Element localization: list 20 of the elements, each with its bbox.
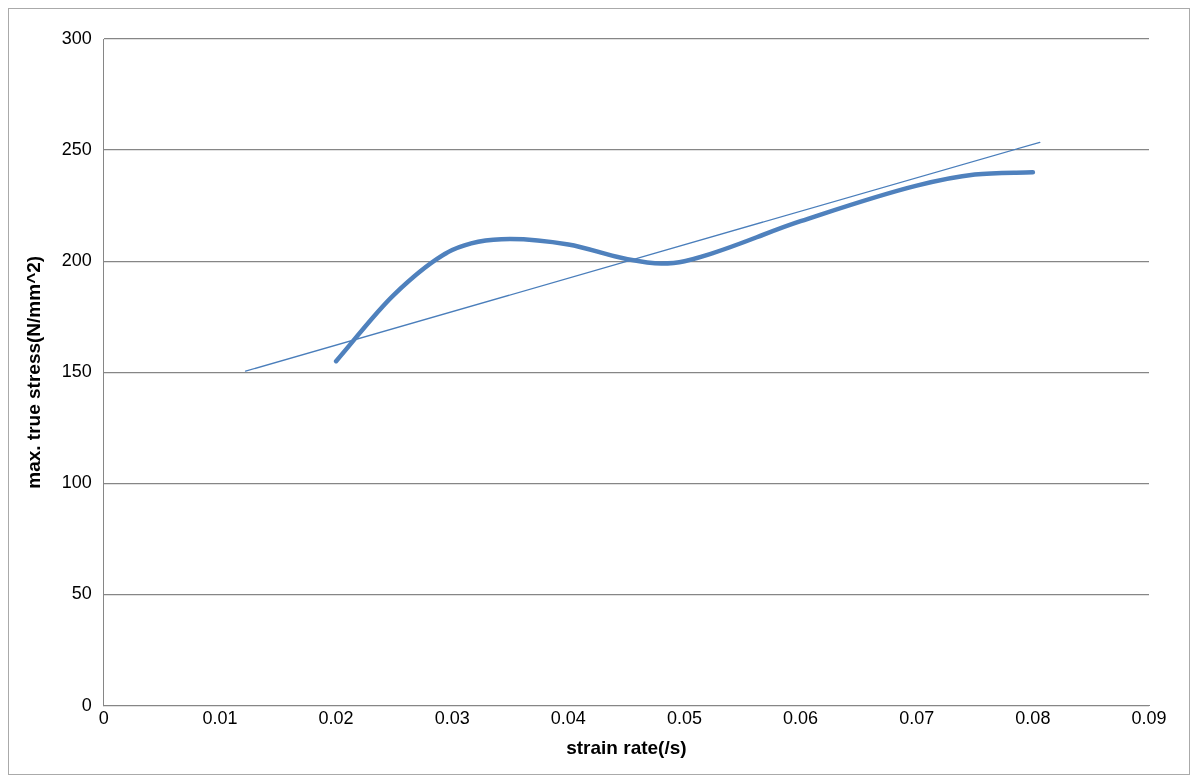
x-tick-label: 0.06 [783,708,819,729]
x-tick-label: 0.02 [318,708,354,729]
y-tick-label: 50 [71,583,92,604]
line-series [333,170,1036,364]
y-tick-label: 300 [61,27,92,48]
x-tick-label: 0.07 [899,708,935,729]
y-tick-label: 200 [61,250,92,271]
y-tick-label: 150 [61,361,92,382]
y-tick-label: 100 [61,472,92,493]
x-tick-label: 0.08 [1015,708,1051,729]
x-axis-title: strain rate(/s) [566,736,687,758]
y-axis-title: max. true stress(N/mm^2) [22,255,44,489]
x-tick-label: 0.01 [202,708,238,729]
y-tick-label: 0 [81,694,92,715]
x-tick-label: 0.04 [550,708,586,729]
x-tick-label: 0.05 [666,708,702,729]
y-tick-label: 250 [61,139,92,160]
x-tick-label: 0.09 [1131,708,1167,729]
x-tick-label: 0.03 [434,708,470,729]
x-tick-label: 0 [98,708,109,729]
